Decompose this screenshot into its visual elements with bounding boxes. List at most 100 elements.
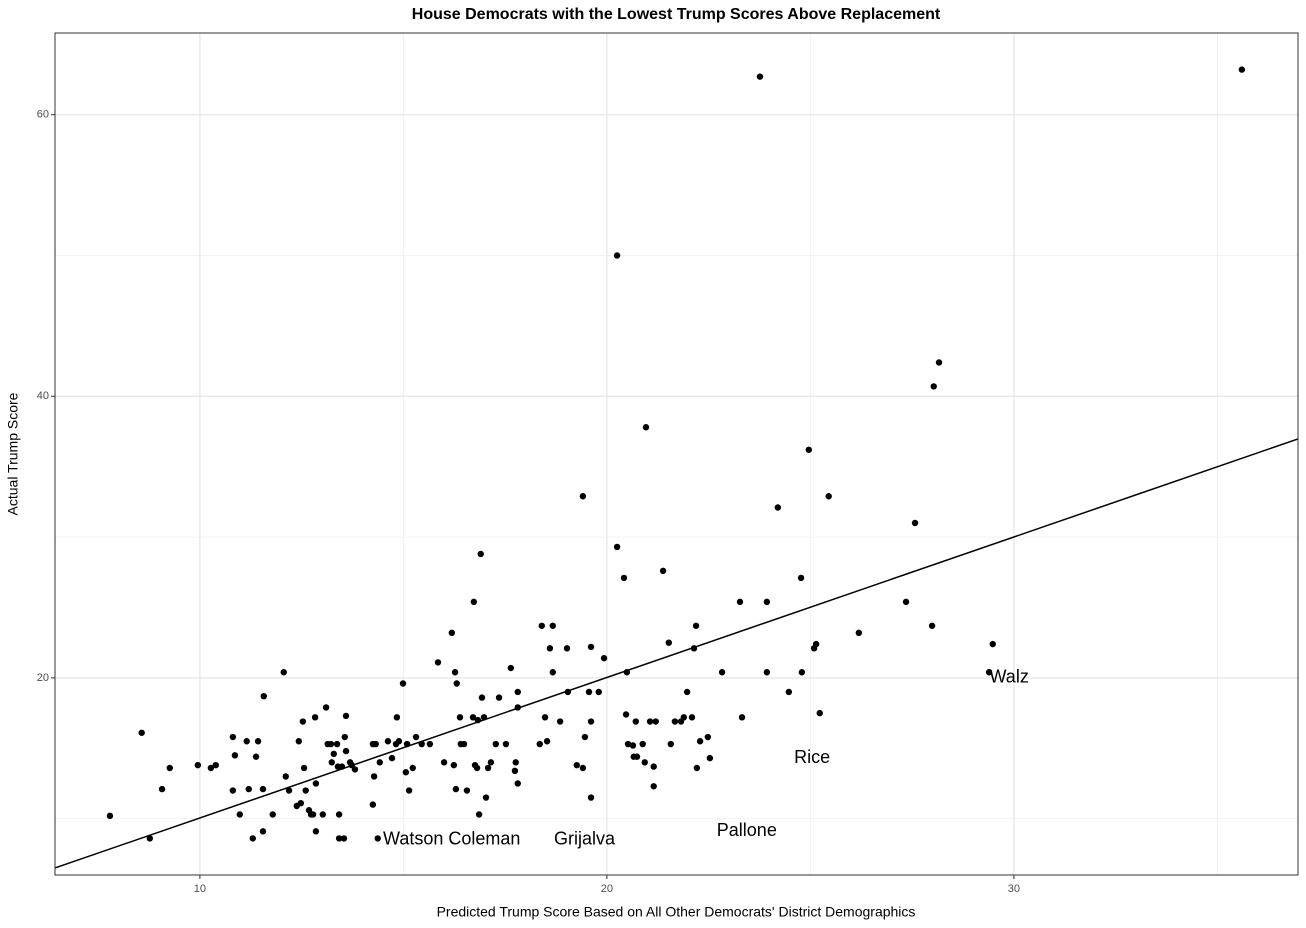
point: [738, 714, 746, 721]
point: [536, 740, 543, 748]
point: [641, 759, 648, 766]
point: [269, 811, 276, 818]
point: [342, 747, 350, 755]
point: [456, 714, 464, 721]
y-axis-label: Actual Trump Score: [5, 392, 21, 515]
point: [541, 714, 549, 721]
point: [774, 504, 782, 511]
annotation: Pallone: [717, 820, 777, 840]
point: [797, 574, 805, 582]
y-tick-label: 20: [37, 672, 49, 684]
point: [563, 645, 571, 652]
point: [322, 704, 330, 711]
point: [243, 738, 250, 745]
point: [587, 718, 595, 725]
point: [989, 640, 996, 648]
point: [632, 718, 639, 725]
point: [579, 764, 587, 772]
point: [393, 714, 401, 721]
point: [718, 669, 726, 676]
point: [158, 785, 166, 793]
point: [245, 785, 252, 793]
point: [409, 764, 416, 772]
point: [549, 669, 556, 676]
point: [507, 664, 515, 672]
point: [538, 622, 545, 629]
point: [704, 733, 712, 741]
point: [556, 718, 564, 725]
point: [683, 688, 691, 696]
point: [825, 493, 832, 500]
point: [930, 383, 937, 390]
point: [311, 714, 319, 721]
point: [448, 629, 456, 637]
point: [319, 811, 327, 818]
point: [236, 811, 243, 818]
point: [252, 753, 260, 760]
point: [372, 740, 379, 748]
point: [370, 773, 378, 780]
point: [412, 733, 420, 741]
point: [229, 787, 237, 794]
annotation: Rice: [794, 747, 830, 767]
point: [405, 787, 413, 794]
point: [928, 622, 936, 629]
point: [295, 738, 302, 745]
point: [335, 811, 343, 818]
point: [855, 629, 863, 637]
point: [587, 643, 595, 651]
point: [549, 622, 556, 629]
point: [665, 639, 672, 646]
point: [622, 711, 630, 718]
point: [341, 733, 348, 741]
point: [330, 750, 337, 758]
point: [280, 669, 287, 676]
trend-line: [54, 438, 1299, 869]
y-tick-label: 60: [37, 109, 49, 121]
chart-title: House Democrats with the Lowest Trump Sc…: [412, 6, 941, 23]
point: [639, 740, 646, 748]
point: [138, 729, 145, 736]
point: [328, 759, 335, 766]
point: [369, 801, 377, 808]
point: [146, 835, 154, 842]
point: [613, 252, 621, 259]
point: [395, 738, 403, 745]
point: [342, 712, 350, 720]
point: [477, 550, 484, 558]
point: [642, 424, 650, 431]
point: [484, 764, 492, 772]
point: [693, 764, 701, 772]
point: [254, 738, 262, 745]
point: [249, 835, 257, 842]
point: [374, 835, 381, 842]
point: [399, 680, 407, 687]
point: [511, 767, 519, 775]
point: [212, 761, 219, 769]
point: [299, 718, 307, 725]
point: [327, 740, 335, 748]
point: [902, 598, 910, 606]
point: [805, 446, 812, 453]
point: [688, 714, 696, 721]
point: [624, 740, 632, 748]
point: [453, 680, 460, 687]
point: [585, 688, 593, 696]
point: [282, 773, 289, 780]
point: [475, 811, 483, 818]
point: [106, 812, 114, 820]
x-tick-label: 30: [1008, 883, 1020, 895]
point: [482, 794, 490, 801]
point: [297, 799, 305, 807]
point: [340, 835, 348, 842]
point: [671, 718, 679, 725]
point: [194, 761, 202, 769]
annotation: Walz: [989, 667, 1028, 687]
plot-border: [54, 32, 1299, 876]
point: [816, 709, 823, 717]
point: [333, 740, 341, 748]
point: [229, 733, 237, 741]
point: [450, 761, 458, 769]
point: [514, 780, 521, 787]
